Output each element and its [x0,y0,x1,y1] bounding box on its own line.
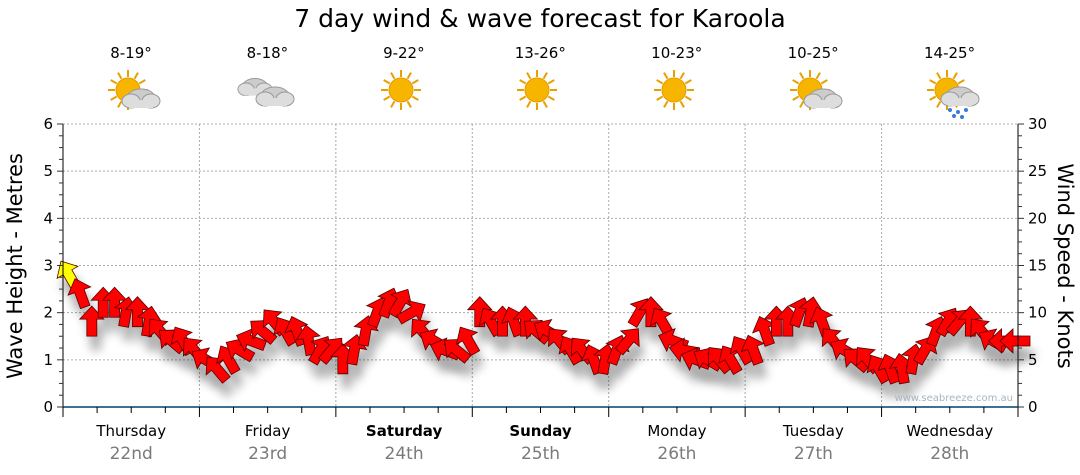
temperature-range: 10-25° [787,44,839,62]
day-date-label: 27th [794,444,833,464]
chart-title: 7 day wind & wave forecast for Karoola [294,4,786,33]
wind-arrow [67,278,92,310]
temperature-range: 8-19° [110,44,152,62]
day-forecast-header: 8-18° [199,44,335,120]
y2-tick-label: 0 [1028,398,1038,416]
y2-tick-label: 30 [1028,115,1047,133]
y-tick-label: 3 [43,257,53,275]
day-forecast-header: 14-25° [882,44,1018,120]
day-name-label: Friday [245,422,291,440]
wind-arrow-shadow [434,352,465,375]
wind-arrow [78,305,105,337]
temperature-range: 8-18° [246,44,289,62]
temperature-range: 13-26° [514,44,566,62]
day-forecast-header: 10-25° [745,44,881,120]
day-date-label: 23rd [248,444,287,464]
day-date-label: 26th [657,444,696,464]
y-tick-label: 6 [43,115,53,133]
y2-tick-label: 15 [1028,257,1047,275]
sunny-weather-icon [472,68,608,120]
y2-axis-label: Wind Speed - Knots [1053,163,1077,368]
day-name-label: Saturday [366,422,443,440]
temperature-range: 10-23° [651,44,703,62]
y2-tick-label: 20 [1028,209,1047,227]
temperature-range: 14-25° [924,44,976,62]
y-tick-label: 1 [43,351,53,369]
day-name-label: Tuesday [782,422,844,440]
watermark: www.seabreeze.com.au [895,393,1013,404]
day-forecast-header: 9-22° [336,44,472,120]
y2-tick-label: 25 [1028,162,1047,180]
day-forecast-header: 10-23° [609,44,745,120]
sunny-weather-icon [609,68,745,120]
y-tick-label: 5 [43,162,53,180]
day-date-label: 25th [521,444,560,464]
y-tick-label: 2 [43,304,53,322]
wind-arrow [637,296,664,328]
day-date-label: 22nd [110,444,153,464]
day-date-label: 28th [930,444,969,464]
wind-arrow [466,296,493,328]
day-forecast-header: 8-19° [63,44,199,120]
wind-arrow [455,326,481,357]
day-name-label: Thursday [95,422,166,440]
day-name-label: Sunday [509,422,572,440]
day-forecast-header: 13-26° [472,44,608,120]
y2-tick-label: 5 [1028,351,1038,369]
y2-tick-label: 10 [1028,304,1047,322]
wind-arrow [614,328,640,356]
y-tick-label: 0 [43,398,53,416]
wind-arrow-shadow [619,342,644,369]
day-date-label: 24th [385,444,424,464]
sunny-weather-icon [336,68,472,120]
wind-arrow [295,324,321,357]
y-tick-label: 4 [43,209,53,227]
wind-arrow-shadow [210,371,235,398]
wind-arrow [740,334,765,366]
y-axis-label: Wave Height - Metres [3,153,27,379]
partly-cloudy-weather-icon [745,68,881,120]
cloudy-weather-icon [199,68,335,120]
partly-cloudy-weather-icon [63,68,199,120]
temperature-range: 9-22° [383,44,425,62]
wind-arrow [999,328,1031,354]
day-name-label: Monday [647,422,706,440]
day-name-label: Wednesday [906,422,993,440]
showers-weather-icon [882,68,1018,120]
